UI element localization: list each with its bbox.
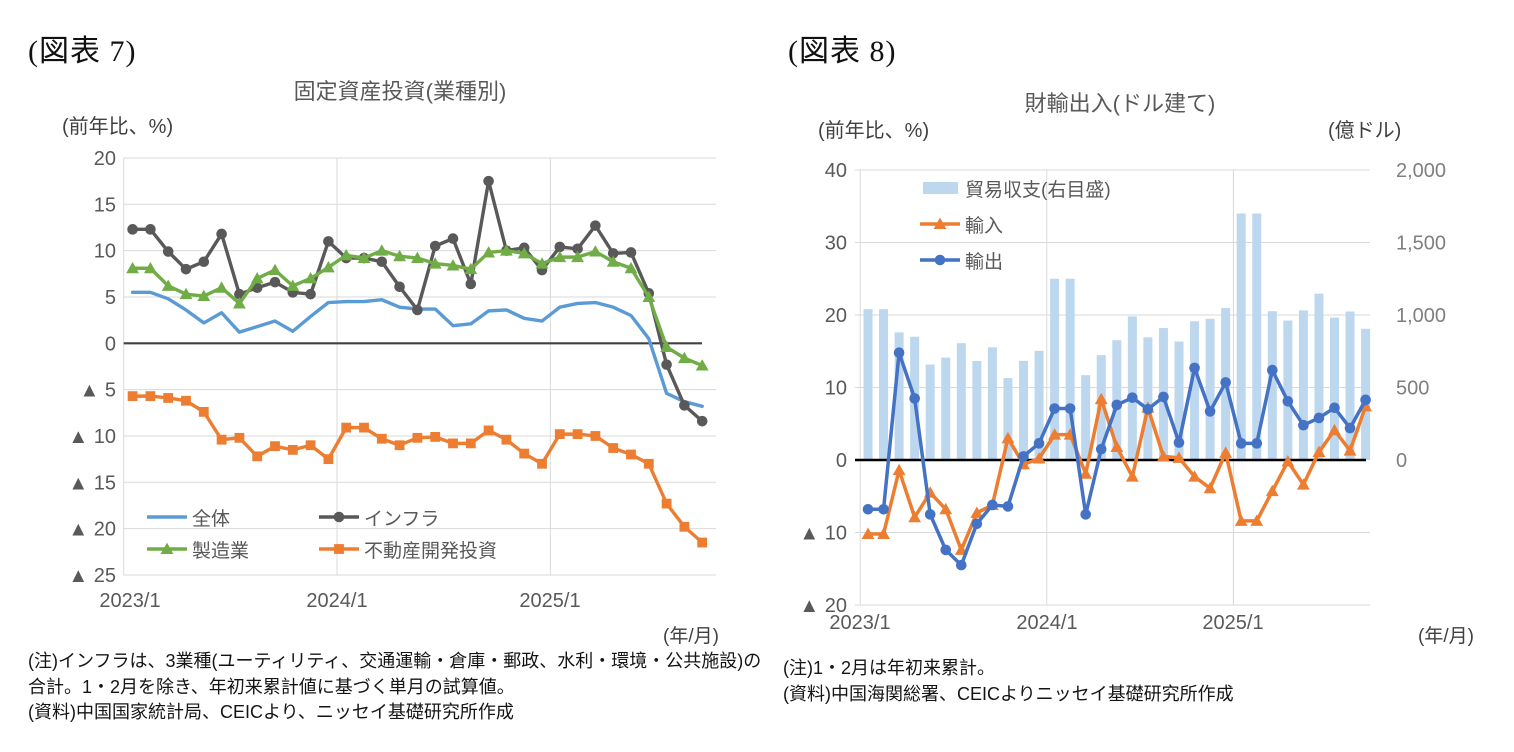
- trade-y-right-tick: 1,500: [1396, 233, 1446, 255]
- fai-y-tick: ▲ 10: [68, 426, 116, 448]
- trade-y-left-tick: 10: [825, 378, 847, 400]
- trade-y-left-tick-labels: 40 30 20 10 0 ▲ 10 ▲ 20: [799, 160, 847, 617]
- trade-y-left-tick: 20: [825, 305, 847, 327]
- fai-x-tick: 2024/1: [306, 590, 367, 612]
- series-exports: [862, 347, 1371, 571]
- legend-item-manufacturing: 製造業: [145, 533, 317, 565]
- trade-x-tick-labels: 2023/1 2024/1 2025/1: [829, 612, 1263, 634]
- trade-gridlines: [855, 169, 1370, 606]
- trade-y-left-tick: 40: [825, 160, 847, 182]
- legend-label-manufacturing: 製造業: [192, 540, 250, 562]
- series-infrastructure-line: [130, 179, 704, 423]
- fai-x-axis-unit: (年/月): [663, 626, 719, 647]
- fai-x-tick: 2023/1: [99, 590, 160, 612]
- trade-y-right-tick: 1,000: [1396, 305, 1446, 327]
- trade-x-axis-unit: (年/月): [1418, 626, 1474, 647]
- trade-x-tick: 2023/1: [829, 612, 890, 634]
- infrastructure-swatch-icon: [319, 511, 359, 523]
- figure8-notes: (注)1・2月は年初来累計。 (資料)中国海関総署、CEICよりニッセイ基礎研究…: [783, 656, 1234, 707]
- trade-x-tick: 2025/1: [1202, 612, 1263, 634]
- fai-y-tick: ▲ 20: [68, 519, 116, 541]
- legend-label-imports: 輸入: [965, 215, 1004, 237]
- legend-item-real-estate-development: 不動産開発投資: [317, 533, 497, 565]
- legend-label-infrastructure: インフラ: [364, 508, 440, 530]
- trade-y-right-tick: 0: [1396, 450, 1407, 472]
- exports-swatch-icon: [920, 254, 960, 266]
- trade-y-right-tick: 500: [1396, 378, 1429, 400]
- fai-x-tick-labels: 2023/1 2024/1 2025/1: [99, 590, 580, 612]
- trade-y-left-tick: ▲ 10: [799, 523, 847, 545]
- fai-y-tick: 0: [105, 333, 116, 355]
- figure7-note-line1: (注)インフラは、3業種(ユーティリティ、交通運輸・倉庫・郵政、水利・環境・公共…: [28, 651, 762, 671]
- figure7-header: (図表 7): [28, 35, 137, 68]
- legend-label-real-estate-development: 不動産開発投資: [364, 540, 498, 562]
- fai-y-tick: ▲ 15: [68, 472, 116, 494]
- fai-y-axis-unit: (前年比、%): [62, 116, 174, 138]
- legend-item-imports: 輸入: [918, 206, 1111, 242]
- imports-swatch-icon: [920, 217, 960, 229]
- fai-y-tick: 20: [94, 148, 116, 170]
- real-estate-development-swatch-icon: [319, 544, 359, 554]
- figure7-note-line3: (資料)中国国家統計局、CEICより、ニッセイ基礎研究所作成: [28, 702, 514, 723]
- trade-y-left-tick: 0: [836, 450, 847, 472]
- legend-label-trade-balance: 貿易収支(右目盛): [965, 179, 1111, 201]
- fai-y-tick: 15: [94, 194, 116, 216]
- series-real-estate-development: [127, 391, 708, 548]
- fai-y-tick: 5: [105, 287, 116, 309]
- figure8-header: (図表 8): [788, 35, 897, 68]
- trade-balance-swatch-icon: [923, 182, 958, 194]
- series-infrastructure: [127, 175, 708, 427]
- figure8-note-line2: (資料)中国海関総署、CEICよりニッセイ基礎研究所作成: [783, 683, 1234, 704]
- fai-y-tick: 10: [94, 241, 116, 263]
- legend-label-total: 全体: [192, 508, 231, 530]
- legend-label-exports: 輸出: [965, 251, 1004, 273]
- legend-item-total: 全体: [145, 501, 317, 533]
- trade-x-tick: 2024/1: [1016, 612, 1077, 634]
- legend-item-infrastructure: インフラ: [317, 501, 497, 533]
- figure7-notes: (注)インフラは、3業種(ユーティリティ、交通運輸・倉庫・郵政、水利・環境・公共…: [28, 649, 761, 726]
- trade-y-left-tick: ▲ 20: [799, 595, 847, 617]
- trade-y-right-tick: 2,000: [1396, 160, 1446, 182]
- total-swatch-icon: [147, 515, 187, 519]
- figure8-note-line1: (注)1・2月は年初来累計。: [783, 658, 996, 678]
- legend-item-exports: 輸出: [918, 242, 1111, 278]
- fai-chart-title: 固定資産投資(業種別): [293, 79, 507, 104]
- trade-chart-title: 財輸出入(ドル建て): [1024, 91, 1216, 116]
- fai-legend: 全体 インフラ製造業 不動産開発投資: [145, 501, 497, 565]
- trade-y-left-unit: (前年比、%): [818, 120, 930, 142]
- manufacturing-swatch-icon: [147, 542, 187, 554]
- trade-y-right-unit: (億ドル): [1328, 120, 1402, 142]
- fai-y-tick: ▲ 5: [80, 380, 116, 402]
- trade-y-left-tick: 30: [825, 233, 847, 255]
- fai-x-tick: 2025/1: [519, 590, 580, 612]
- fai-y-tick-labels: 20 15 10 5 0 ▲ 5 ▲ 10 ▲ 15 ▲ 20 ▲ 25: [68, 148, 116, 587]
- trade-legend: 貿易収支(右目盛) 輸入輸出: [918, 170, 1111, 278]
- trade-chart-svg: 40 30 20 10 0 ▲ 10 ▲ 20 2,000 1,500 1,000 500 0 2023…: [799, 160, 1446, 634]
- trade-y-right-tick-labels: 2,000 1,500 1,000 500 0: [1396, 160, 1446, 472]
- legend-item-trade-balance: 貿易収支(右目盛): [918, 170, 1111, 206]
- series-manufacturing: [126, 244, 709, 371]
- figure7-note-line2: 合計。1・2月を除き、年初来累計値に基づく単月の試算値。: [28, 676, 515, 697]
- fai-y-tick: ▲ 25: [68, 565, 116, 587]
